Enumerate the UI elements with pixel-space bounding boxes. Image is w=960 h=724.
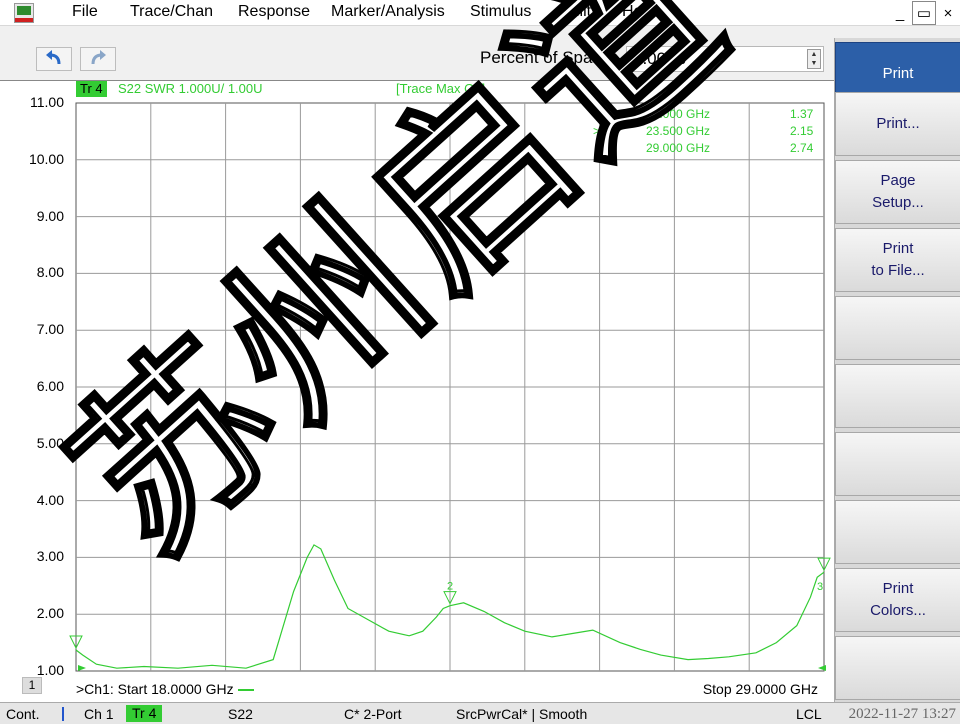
redo-button[interactable] (80, 47, 116, 71)
softkey-print-colors[interactable]: Print Colors... (835, 568, 960, 632)
marker-3-symbol (817, 557, 831, 572)
menu-file[interactable]: File (72, 3, 98, 20)
softkey-print-label: Print... (876, 115, 920, 133)
softkey-print-to-file-line1: Print (882, 240, 914, 258)
status-mode[interactable]: Cont. (6, 706, 40, 722)
trace-status: [Trace Max On] (396, 81, 486, 96)
undo-button[interactable] (36, 47, 72, 71)
status-datetime: 2022-11-27 13:27 (848, 706, 956, 722)
marker-3-id: 3: (604, 141, 615, 155)
start-arrow-icon (78, 665, 86, 671)
softkey-blank-3[interactable] (835, 432, 960, 496)
status-srcpwr[interactable]: SrcPwrCal* | Smooth (456, 706, 588, 722)
minimize-button[interactable]: _ (895, 4, 905, 22)
y-tick-label: 9.00 (36, 207, 64, 224)
softkey-print-colors-line2: Colors... (870, 602, 926, 619)
status-separator (62, 707, 64, 721)
menu-help[interactable]: Help (622, 3, 655, 20)
trace-legend-line (237, 689, 254, 692)
y-tick-label: 10.00 (28, 150, 64, 167)
trace-tag[interactable]: Tr 4 (76, 81, 107, 97)
menu-marker-analysis[interactable]: Marker/Analysis (331, 3, 445, 20)
y-tick-label: 1.00 (36, 662, 64, 678)
y-tick-label: 5.00 (36, 434, 64, 451)
menu-trace-chan[interactable]: Trace/Chan (130, 3, 213, 20)
status-channel[interactable]: Ch 1 (84, 706, 114, 722)
menu-stimulus[interactable]: Stimulus (470, 3, 532, 20)
channel-number[interactable]: 1 (22, 677, 42, 694)
stop-frequency[interactable]: Stop 29.0000 GHz (702, 681, 818, 697)
y-tick-label: 11.00 (30, 94, 64, 110)
softkey-panel: Print Print... Page Setup... Print to Fi… (834, 38, 960, 702)
marker-2-value: 2.15 (790, 124, 814, 138)
window-controls: _ ▭ × (888, 1, 960, 25)
softkey-print[interactable]: Print... (835, 92, 960, 156)
marker-2-symbol (443, 591, 457, 605)
status-param[interactable]: S22 (228, 706, 253, 722)
plot-grid (75, 102, 825, 672)
stop-arrow-icon (818, 665, 826, 671)
menu-bar: File Trace/Chan Response Marker/Analysis… (0, 0, 960, 26)
softkey-blank-2[interactable] (835, 364, 960, 428)
y-tick-label: 2.00 (36, 605, 64, 622)
y-tick-label: 3.00 (36, 548, 64, 565)
app-logo-icon[interactable] (14, 3, 34, 23)
entry-toolbar: Percent of Span 3.00 % ▲ ▼ (0, 44, 834, 74)
text-caret (629, 51, 630, 68)
menu-response[interactable]: Response (238, 3, 311, 20)
softkey-blank-1[interactable] (835, 296, 960, 360)
trace-description: S22 SWR 1.000U/ 1.00U (118, 81, 263, 96)
trace-line (75, 544, 825, 669)
y-tick-label: 4.00 (36, 491, 64, 508)
marker-1-freq: 18.000 GHz (646, 107, 711, 121)
status-cal[interactable]: C* 2-Port (344, 706, 402, 722)
marker-1-value: 1.37 (790, 107, 814, 121)
spin-button[interactable]: ▲ ▼ (807, 49, 821, 69)
start-frequency-label: >Ch1: Start 18.0000 GHz (76, 681, 234, 697)
softkey-blank-5[interactable] (835, 636, 960, 700)
softkey-print-colors-line1: Print (882, 580, 914, 598)
marker-3-freq: 29.000 GHz (646, 141, 711, 155)
softkey-print-menu-label: Print (882, 65, 914, 83)
start-frequency[interactable]: >Ch1: Start 18.0000 GHz (76, 681, 254, 697)
y-tick-label: 7.00 (36, 321, 64, 338)
percent-of-span-input[interactable]: 3.00 % ▲ ▼ (626, 46, 824, 72)
close-button[interactable]: × (943, 4, 953, 22)
marker-number-label: 2 (447, 581, 453, 593)
y-tick-label: 6.00 (36, 378, 64, 394)
undo-icon (46, 50, 61, 65)
marker-2-active: > (592, 124, 600, 138)
softkey-page-setup-line2: Setup... (872, 194, 924, 211)
status-trace[interactable]: Tr 4 (126, 705, 163, 722)
softkey-page-setup[interactable]: Page Setup... (835, 160, 960, 224)
menu-utility[interactable]: Utility (560, 3, 600, 20)
marker-3-value: 2.74 (790, 141, 814, 155)
marker-2-freq: 23.500 GHz (646, 124, 711, 138)
marker-2-id: 2: (604, 124, 615, 138)
spin-up-icon[interactable]: ▲ (810, 51, 818, 58)
redo-icon (91, 50, 106, 65)
y-tick-label: 8.00 (36, 264, 64, 281)
status-bar: Cont. Ch 1 Tr 4 S22 C* 2-Port SrcPwrCal*… (0, 702, 960, 724)
restore-button[interactable]: ▭ (912, 1, 936, 25)
softkey-blank-4[interactable] (835, 500, 960, 564)
softkey-print-to-file-line2: to File... (871, 262, 925, 279)
softkey-print-to-file[interactable]: Print to File... (835, 228, 960, 292)
softkey-page-setup-line1: Page (880, 172, 916, 190)
entry-label: Percent of Span (480, 48, 602, 67)
status-lcl: LCL (796, 706, 822, 722)
spin-down-icon[interactable]: ▼ (810, 60, 818, 67)
entry-value: 3.00 % (633, 49, 686, 68)
marker-1-symbol (69, 635, 83, 650)
marker-1-id: 1: (604, 107, 615, 121)
marker-number-label: 3 (817, 581, 823, 593)
